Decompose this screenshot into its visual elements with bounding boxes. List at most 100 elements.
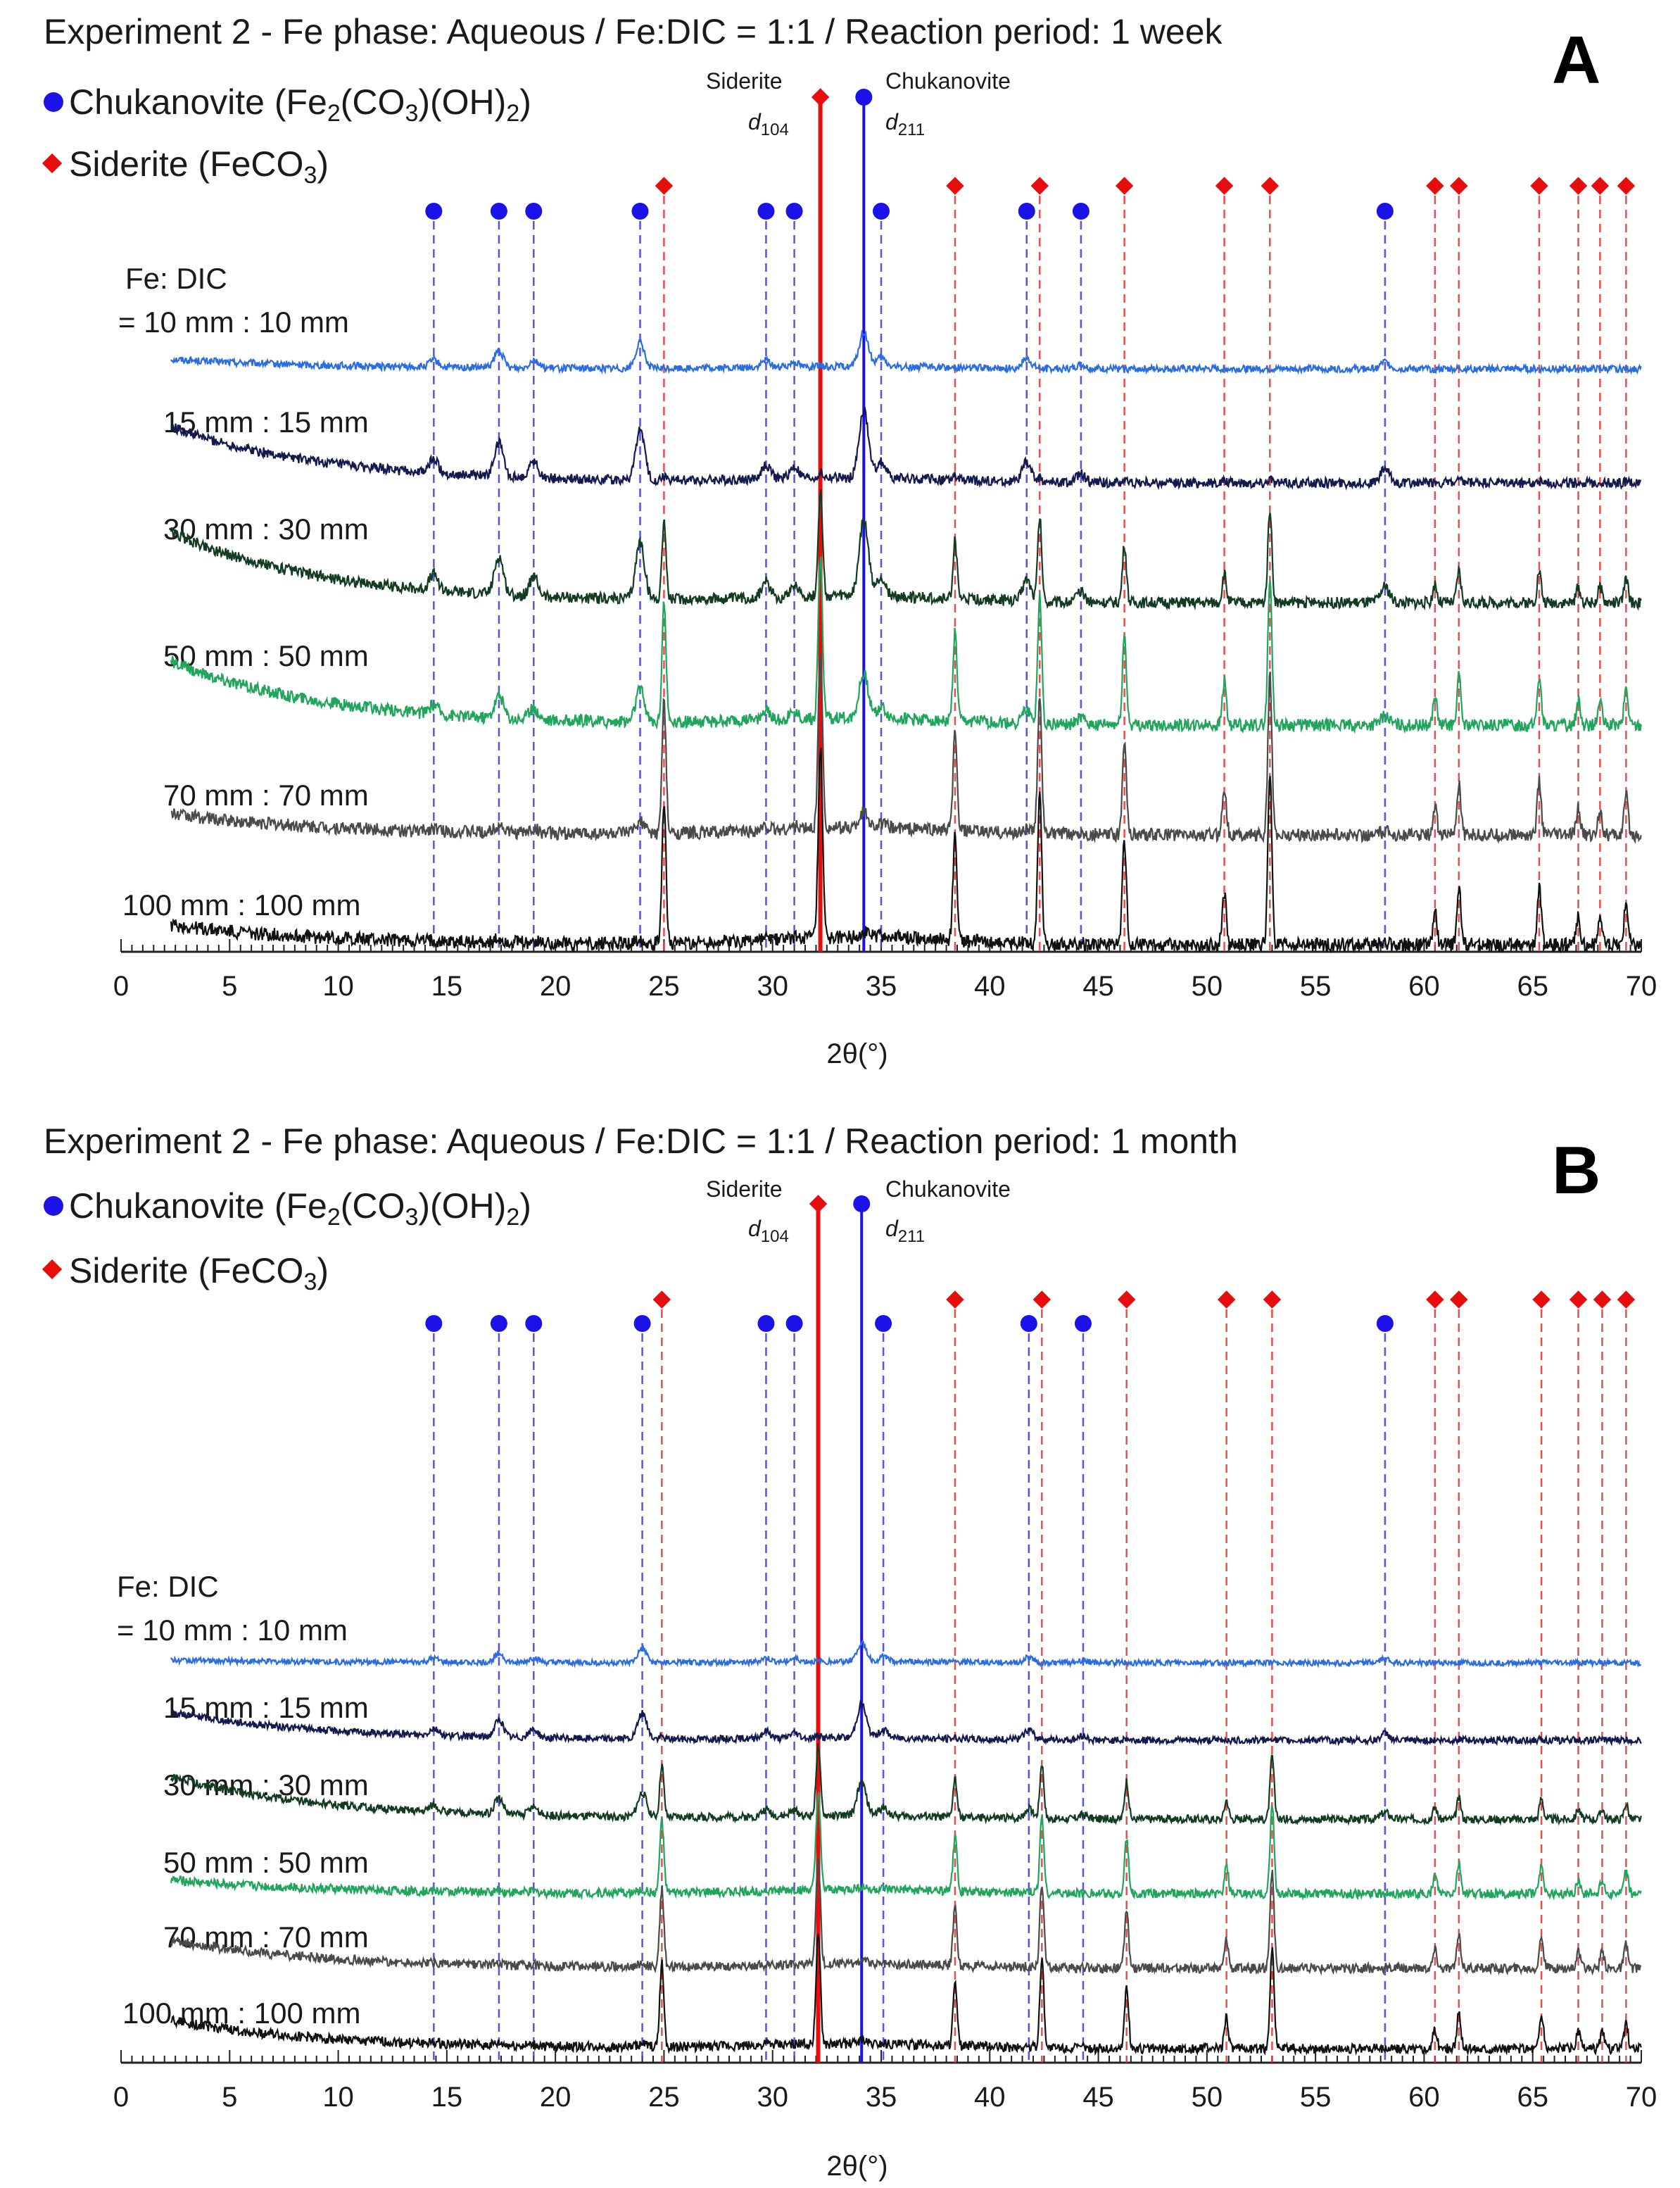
xrd-trace xyxy=(170,1792,1642,1901)
siderite-peak-marker xyxy=(655,177,674,195)
xrd-trace xyxy=(170,489,1642,612)
chukanovite-peak-marker xyxy=(1072,203,1090,220)
x-tick-label: 15 xyxy=(431,971,463,1002)
xrd-trace xyxy=(170,652,1642,845)
sample-label: 100 mm : 100 mm xyxy=(122,888,360,922)
x-tick-label: 25 xyxy=(648,2082,680,2113)
x-tick-label: 55 xyxy=(1300,971,1332,1002)
chukanovite-peak-marker xyxy=(525,1315,543,1332)
ref-label-siderite: Siderite xyxy=(706,68,783,94)
legend-chukanovite: Chukanovite (Fe2(CO3)(OH)2) xyxy=(69,1186,531,1231)
xrd-trace xyxy=(170,1743,1642,1826)
x-tick-label: 70 xyxy=(1626,2082,1657,2113)
panel-a-letter: A xyxy=(1552,23,1600,98)
x-tick-label: 20 xyxy=(540,971,571,1002)
chukanovite-d211-marker xyxy=(855,89,873,106)
chukanovite-d211-marker xyxy=(853,1195,871,1212)
chukanovite-peak-marker xyxy=(875,1315,892,1332)
chukanovite-peak-marker xyxy=(757,203,775,220)
ref-label-chukanovite: Chukanovite xyxy=(885,1176,1011,1202)
ref-sub-chukanovite: d211 xyxy=(885,109,925,139)
legend-chukanovite: Chukanovite (Fe2(CO3)(OH)2) xyxy=(69,82,531,127)
chukanovite-peak-marker xyxy=(633,1315,651,1332)
x-tick-label: 30 xyxy=(757,2082,788,2113)
legend-siderite: Siderite (FeCO3) xyxy=(69,144,329,189)
xrd-trace xyxy=(170,748,1642,954)
chukanovite-peak-marker xyxy=(490,203,507,220)
x-tick-label: 40 xyxy=(974,971,1006,1002)
chukanovite-peak-marker xyxy=(785,1315,803,1332)
x-axis-label: 2θ(°) xyxy=(826,1038,888,1069)
x-tick-label: 70 xyxy=(1626,971,1657,1002)
chukanovite-peak-marker xyxy=(873,203,890,220)
x-tick-label: 15 xyxy=(431,2082,463,2113)
x-tick-label: 5 xyxy=(222,971,237,1002)
x-tick-label: 45 xyxy=(1082,2082,1114,2113)
sample-label: 50 mm : 50 mm xyxy=(163,639,369,672)
legend-siderite: Siderite (FeCO3) xyxy=(69,1251,329,1295)
xrd-trace xyxy=(170,1699,1642,1747)
panel-b-title: Experiment 2 - Fe phase: Aqueous / Fe:DI… xyxy=(44,1121,1238,1161)
x-tick-label: 25 xyxy=(648,971,680,1002)
xrd-trace xyxy=(170,1856,1642,1976)
chukanovite-peak-marker xyxy=(1018,203,1035,220)
x-tick-label: 35 xyxy=(866,2082,897,2113)
plot-area-b: 0 5 10 15 20 25 30 35 40 45 50 55 60 65 70 xyxy=(113,1195,1657,2113)
ref-label-chukanovite: Chukanovite xyxy=(885,68,1011,94)
x-tick-label: 50 xyxy=(1192,2082,1223,2113)
sample-label: 70 mm : 70 mm xyxy=(163,1920,369,1954)
xrd-trace xyxy=(170,329,1642,375)
xrd-trace xyxy=(170,1639,1641,1668)
ref-label-siderite: Siderite xyxy=(706,1176,783,1202)
chukanovite-peak-marker xyxy=(490,1315,507,1332)
chukanovite-peak-marker xyxy=(425,203,443,220)
x-tick-label: 40 xyxy=(974,2082,1006,2113)
x-tick-label: 55 xyxy=(1300,2082,1332,2113)
ref-sub-siderite: d104 xyxy=(748,1216,789,1246)
chukanovite-peak-marker xyxy=(631,203,649,220)
sample-label: = 10 mm : 10 mm xyxy=(117,1614,348,1647)
chukanovite-peak-marker xyxy=(757,1315,775,1332)
sample-label: = 10 mm : 10 mm xyxy=(118,306,349,339)
x-tick-label: 60 xyxy=(1408,2082,1440,2113)
x-tick-label: 10 xyxy=(322,971,354,1002)
plot-area-a: 0 5 10 15 20 25 30 35 40 45 50 55 60 65 70 xyxy=(113,88,1657,1002)
chukanovite-peak-marker xyxy=(785,203,803,220)
x-tick-label: 60 xyxy=(1408,971,1440,1002)
xrd-trace xyxy=(170,1933,1642,2056)
sample-label: 50 mm : 50 mm xyxy=(163,1846,369,1879)
chukanovite-peak-marker xyxy=(525,203,543,220)
sample-label: 70 mm : 70 mm xyxy=(163,779,369,812)
x-tick-label: 30 xyxy=(757,971,788,1002)
panel-a-title: Experiment 2 - Fe phase: Aqueous / Fe:DI… xyxy=(44,12,1223,51)
x-tick-label: 0 xyxy=(113,2082,129,2113)
chukanovite-legend-icon xyxy=(44,1196,63,1216)
xrd-trace xyxy=(170,556,1642,734)
x-tick-label: 50 xyxy=(1192,971,1223,1002)
panel-b: Experiment 2 - Fe phase: Aqueous / Fe:DI… xyxy=(42,1121,1600,2182)
x-tick-label: 20 xyxy=(540,2082,571,2113)
panel-b-letter: B xyxy=(1552,1133,1600,1208)
chukanovite-peak-marker xyxy=(1020,1315,1037,1332)
ref-sub-chukanovite: d211 xyxy=(885,1216,925,1246)
chukanovite-peak-marker xyxy=(1376,203,1394,220)
xrd-trace xyxy=(170,406,1642,491)
x-tick-label: 5 xyxy=(222,2082,237,2113)
siderite-legend-icon xyxy=(42,1259,63,1280)
x-tick-label: 0 xyxy=(113,971,129,1002)
sample-label: 15 mm : 15 mm xyxy=(163,1691,369,1724)
sample-label: 100 mm : 100 mm xyxy=(122,1997,360,2030)
x-tick-label: 35 xyxy=(866,971,897,1002)
ref-sub-siderite: d104 xyxy=(748,109,789,139)
chukanovite-peak-marker xyxy=(1074,1315,1092,1332)
fe-dic-header: Fe: DIC xyxy=(117,1570,219,1603)
chukanovite-peak-marker xyxy=(1376,1315,1394,1332)
x-tick-label: 65 xyxy=(1517,2082,1548,2113)
panel-a: Experiment 2 - Fe phase: Aqueous / Fe:DI… xyxy=(42,12,1600,1069)
x-tick-label: 65 xyxy=(1517,971,1548,1002)
x-tick-label: 10 xyxy=(322,2082,354,2113)
chukanovite-peak-marker xyxy=(425,1315,443,1332)
fe-dic-header: Fe: DIC xyxy=(125,262,227,295)
x-tick-label: 45 xyxy=(1082,971,1114,1002)
